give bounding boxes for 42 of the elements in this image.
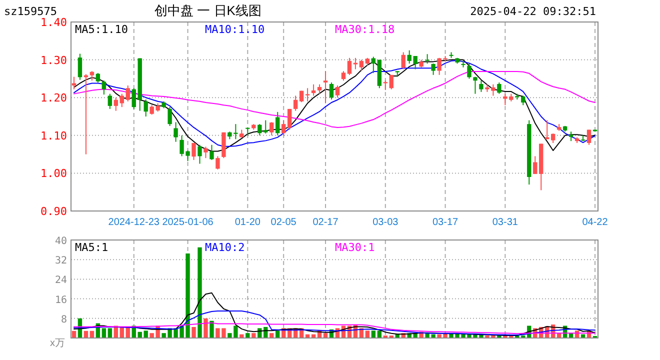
bar	[365, 330, 370, 338]
bar	[210, 320, 214, 338]
bar	[371, 330, 376, 338]
line-series	[73, 322, 596, 334]
x-tick-label: 01-20	[234, 217, 261, 228]
x-tick-label: 03-31	[492, 217, 518, 228]
text: MA30:1	[335, 241, 375, 254]
x-tick-label: 2024-12-23	[108, 217, 160, 228]
y-tick-label: 0.90	[40, 205, 67, 218]
bar	[144, 330, 148, 338]
y-tick-label: 40	[54, 236, 67, 247]
text: MA10:2	[205, 241, 245, 254]
x-tick-label: 03-03	[372, 217, 399, 228]
y-tick-label: 1.40	[40, 16, 67, 29]
line-series	[73, 310, 596, 336]
bar	[204, 318, 208, 338]
x-tick-label: 02-05	[270, 217, 297, 228]
bar	[102, 328, 106, 338]
text: MA30:1.18	[335, 23, 395, 36]
bar	[108, 328, 112, 338]
text: 2025-04-22 09:32:51	[470, 5, 596, 18]
y-tick-label: 8	[60, 314, 67, 326]
text: MA5:1	[75, 241, 108, 254]
chart-title: 创中盘 一 日K线图	[154, 3, 262, 18]
y-tick-label: 24	[54, 275, 67, 286]
y-tick-label: 1.20	[40, 92, 67, 105]
x-tick-label: 2025-01-06	[162, 217, 214, 228]
x-tick-label: 03-17	[432, 217, 459, 228]
text: sz159575	[4, 5, 57, 18]
bar	[198, 247, 202, 338]
y-tick-label: 1.30	[40, 54, 67, 67]
text: MA10:1.10	[205, 23, 265, 36]
bar	[246, 333, 250, 338]
y-tick-label: 16	[54, 294, 67, 306]
y-tick-label: 32	[54, 256, 67, 267]
x-tick-label: 02-17	[312, 217, 339, 228]
text: MA5:1.10	[75, 23, 128, 36]
y-tick-label: 1.10	[40, 129, 67, 142]
bar	[192, 326, 196, 338]
y-tick-label: 1.00	[40, 167, 67, 180]
x-tick-label: 04-22	[582, 217, 608, 228]
y-axis-title: x万	[50, 338, 65, 349]
